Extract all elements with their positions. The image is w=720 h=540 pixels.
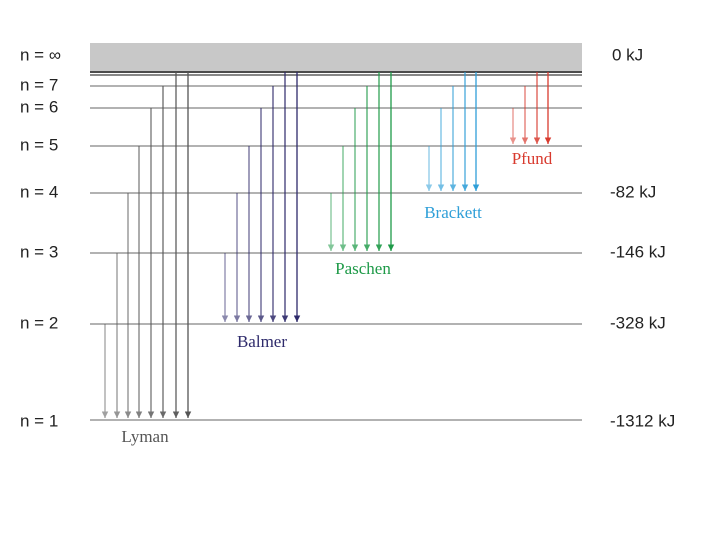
energy-label: -1312 kJ	[610, 411, 675, 430]
level-label: n = 3	[20, 242, 58, 261]
series-label: Balmer	[237, 332, 287, 351]
energy-label: 0 kJ	[612, 45, 643, 64]
level-label: n = 1	[20, 411, 58, 430]
series-label: Brackett	[424, 203, 482, 222]
continuum	[90, 43, 582, 71]
level-label: n = 4	[20, 182, 58, 201]
energy-label: -146 kJ	[610, 242, 666, 261]
level-label: n = 5	[20, 135, 58, 154]
series-label: Lyman	[121, 427, 169, 446]
energy-label: -328 kJ	[610, 313, 666, 332]
energy-label: -82 kJ	[610, 182, 656, 201]
level-label: n = ∞	[20, 45, 61, 64]
series-label: Pfund	[512, 149, 553, 168]
series-label: Paschen	[335, 259, 391, 278]
level-label: n = 2	[20, 313, 58, 332]
level-label: n = 7	[20, 75, 58, 94]
level-label: n = 6	[20, 97, 58, 116]
